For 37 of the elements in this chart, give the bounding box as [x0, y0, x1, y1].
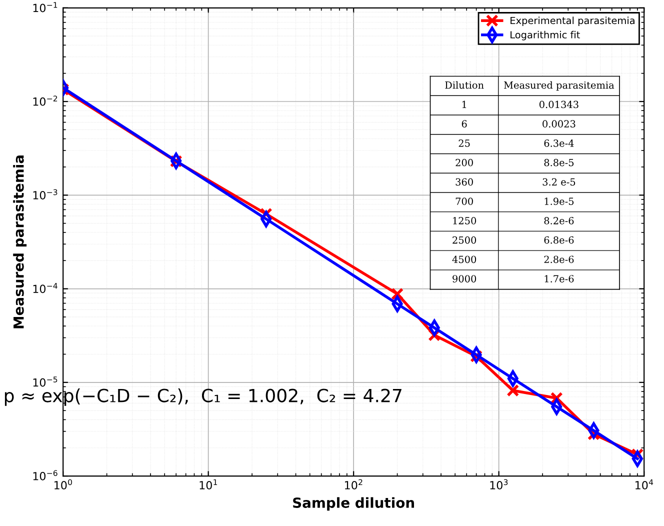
annotation: 6.3e-4 — [544, 140, 574, 147]
y-tick-label: 10$^{−1}$ — [33, 2, 58, 12]
annotation: 6 — [462, 120, 467, 128]
annotation: 25 — [458, 140, 470, 147]
annotation: 200 — [456, 158, 473, 166]
y-axis-title: Measured parasitemia — [13, 156, 27, 328]
annotation: Dilution — [445, 81, 484, 89]
x-tick-label: 10$^{1}$ — [200, 479, 218, 490]
annotation: 2.8e-6 — [544, 256, 574, 264]
annotation: 0.0023 — [542, 120, 576, 128]
annotation: 9000 — [452, 275, 476, 282]
x-axis-title: Sample dilution — [293, 497, 414, 511]
x-tick-label: 10$^{3}$ — [490, 479, 508, 490]
annotation: 8.2e-6 — [544, 216, 574, 224]
x-tick-label: 10$^{2}$ — [345, 479, 362, 490]
annotation: 6.8e-6 — [544, 236, 574, 244]
x-tick-label: 10$^{0}$ — [54, 479, 72, 490]
x-tick-label: 10$^{4}$ — [636, 479, 654, 490]
legend-label: Logarithmic fit — [510, 30, 580, 40]
y-tick-label: 10$^{−5}$ — [33, 376, 58, 387]
annotation: 3.2 e-5 — [542, 178, 576, 186]
annotation: 1.7e-6 — [544, 275, 574, 282]
y-tick-label: 10$^{−4}$ — [33, 282, 58, 294]
annotation: 8.8e-5 — [544, 158, 574, 166]
annotation: 2500 — [452, 236, 476, 244]
annotation: 700 — [456, 198, 473, 205]
y-tick-label: 10$^{−2}$ — [33, 96, 58, 106]
y-tick-label: 10$^{−3}$ — [33, 189, 58, 200]
annotation: 4500 — [452, 256, 476, 264]
y-tick-label: 10$^{−6}$ — [33, 470, 58, 480]
annotation: 0.01343 — [539, 100, 578, 108]
annotation: 360 — [456, 178, 473, 186]
annotation: Measured parasitemia — [504, 81, 614, 91]
legend-label: Experimental parasitemia — [510, 16, 634, 26]
annotation: 1 — [462, 100, 466, 108]
annotation: 1250 — [453, 216, 476, 224]
annotation: 1.9e-5 — [544, 198, 574, 205]
